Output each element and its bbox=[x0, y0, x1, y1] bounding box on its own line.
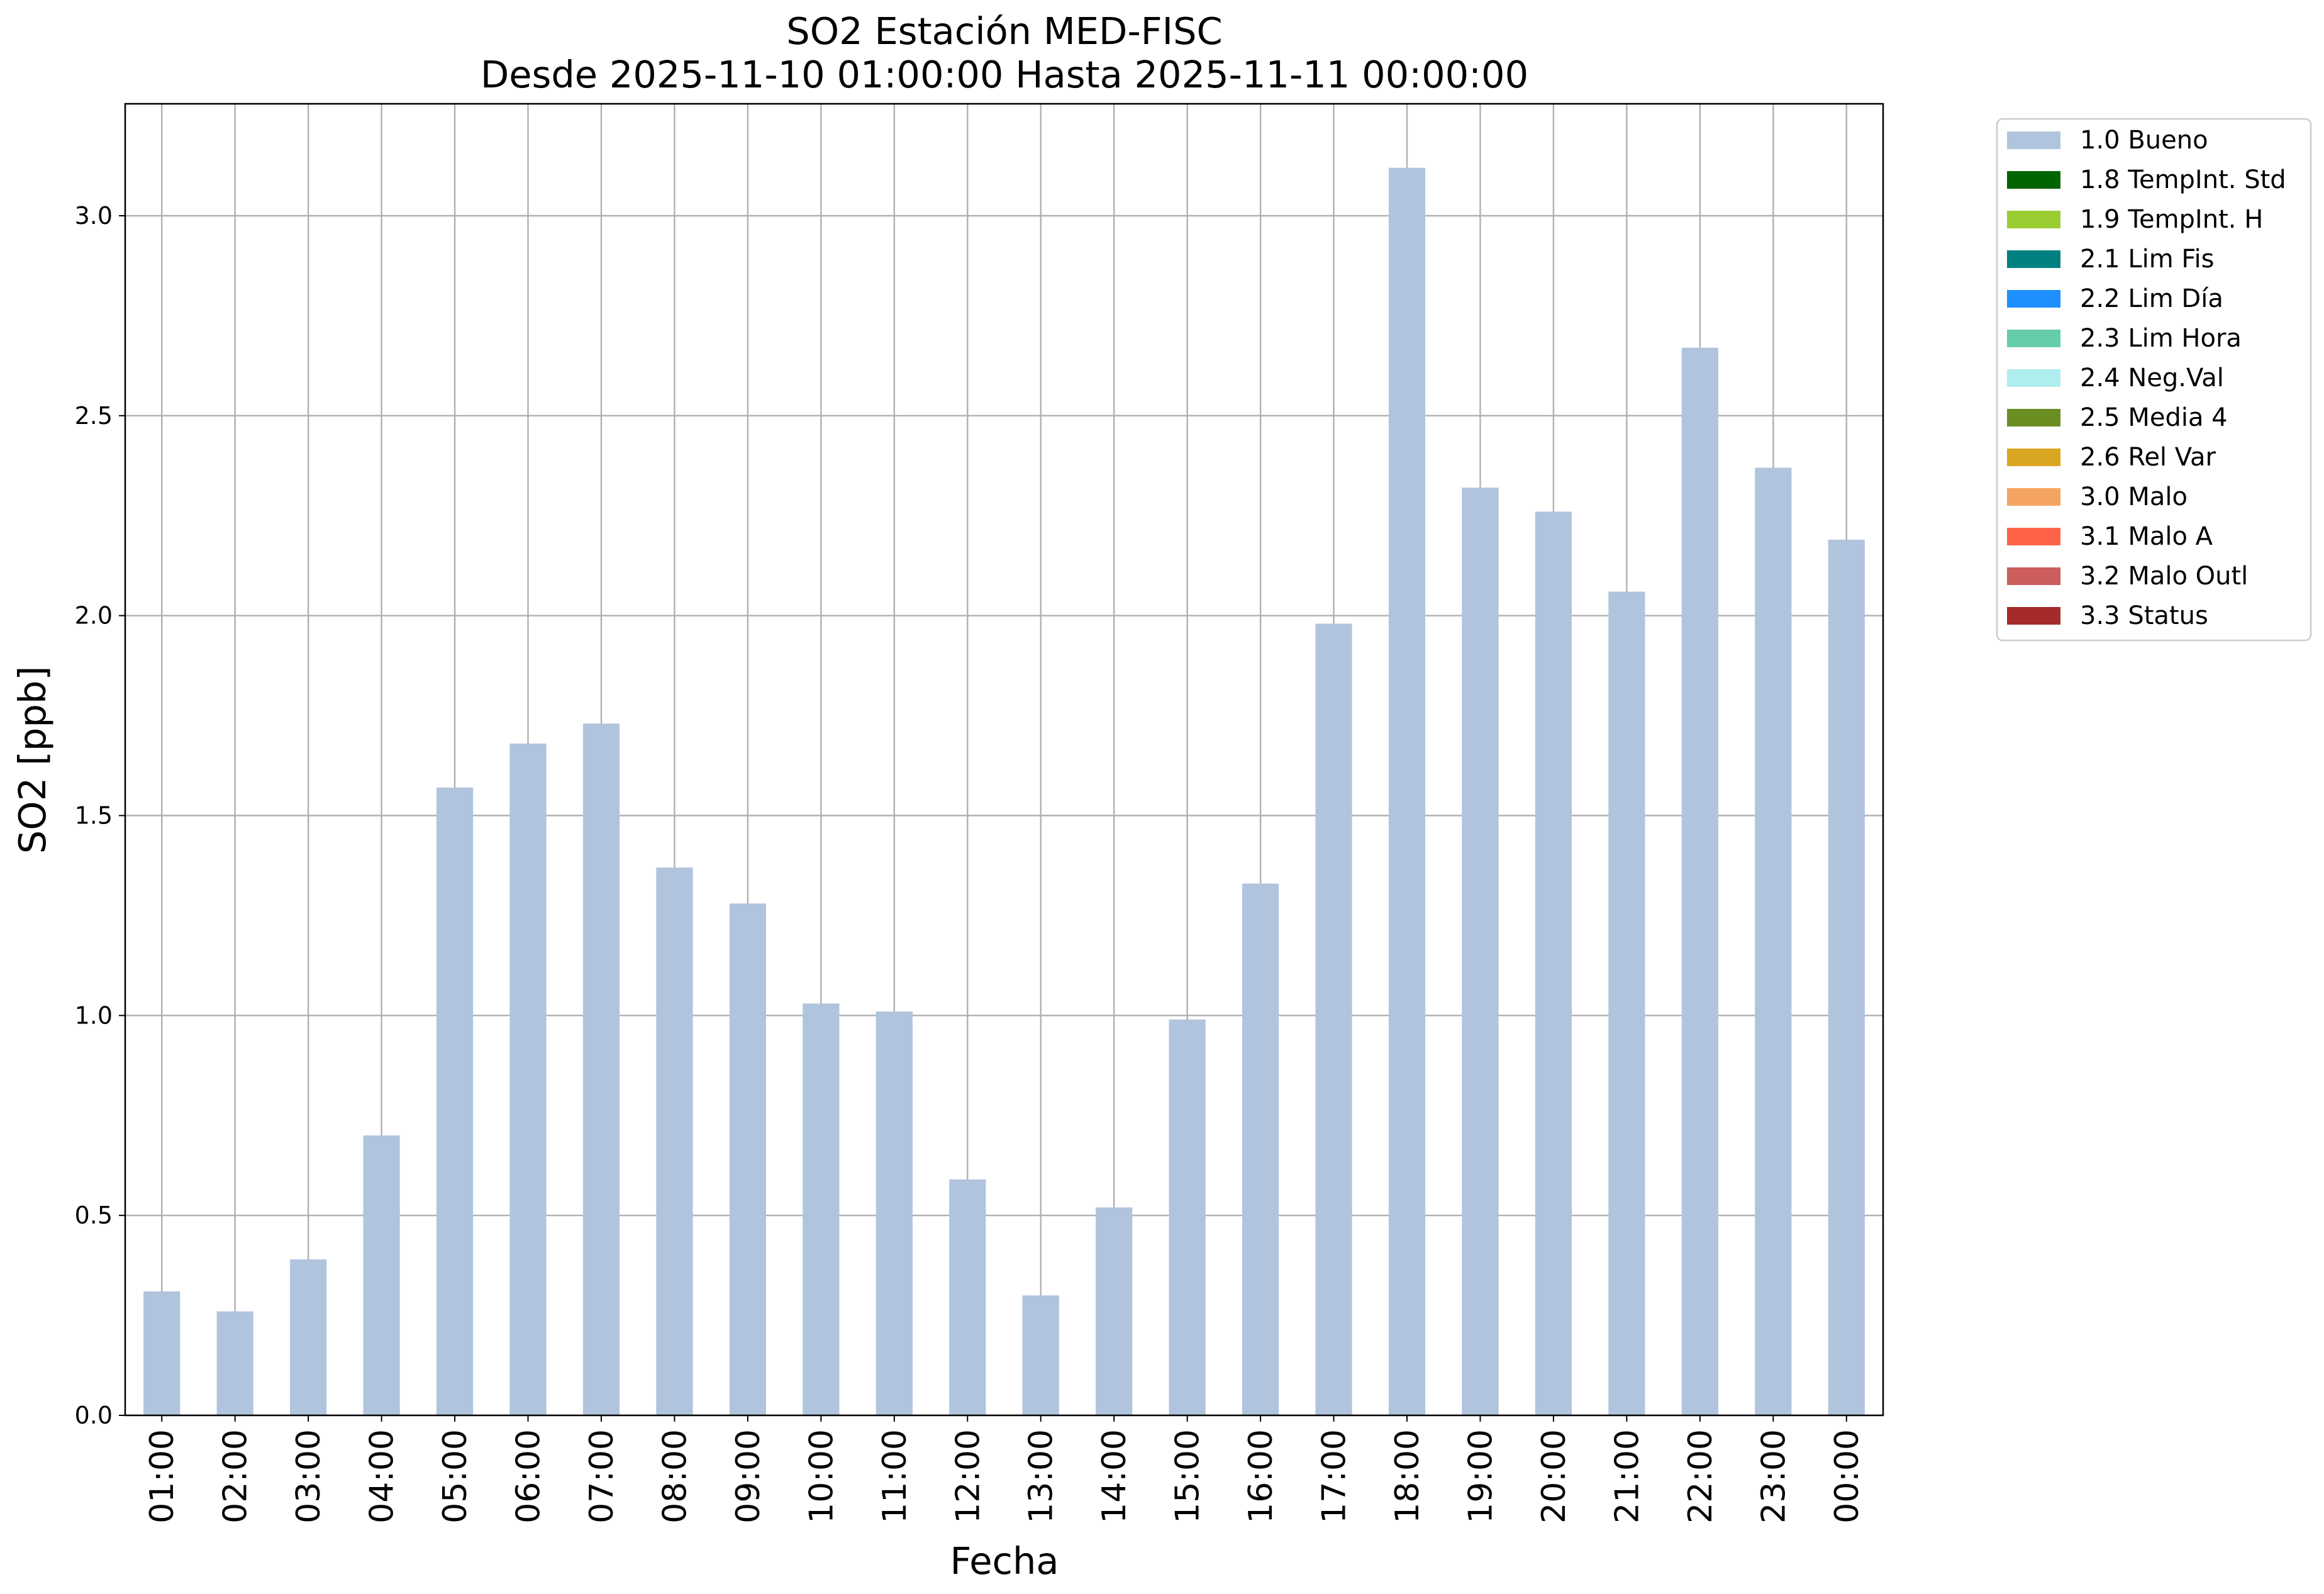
legend-swatch bbox=[2007, 131, 2060, 149]
bar bbox=[436, 787, 474, 1415]
legend-label: 2.5 Media 4 bbox=[2080, 403, 2228, 432]
x-tick-label: 13:00 bbox=[1023, 1429, 1060, 1524]
legend-label: 3.2 Malo Outl bbox=[2080, 562, 2248, 591]
legend-swatch bbox=[2007, 369, 2060, 387]
legend-swatch bbox=[2007, 211, 2060, 228]
x-tick-label: 17:00 bbox=[1316, 1429, 1354, 1524]
y-tick-label: 3.0 bbox=[75, 202, 113, 230]
legend-label: 3.1 Malo A bbox=[2080, 522, 2213, 551]
legend-label: 3.0 Malo bbox=[2080, 482, 2188, 511]
legend-swatch bbox=[2007, 330, 2060, 347]
x-tick-label: 18:00 bbox=[1389, 1429, 1426, 1524]
legend-swatch bbox=[2007, 171, 2060, 189]
bar bbox=[1315, 623, 1352, 1415]
x-tick-label: 03:00 bbox=[290, 1429, 328, 1524]
legend-label: 1.8 TempInt. Std bbox=[2080, 165, 2286, 194]
bar bbox=[1535, 511, 1572, 1415]
x-tick-label: 15:00 bbox=[1169, 1429, 1207, 1524]
chart-subtitle: Desde 2025-11-10 01:00:00 Hasta 2025-11-… bbox=[481, 53, 1528, 96]
bar bbox=[656, 867, 693, 1415]
bar bbox=[1096, 1207, 1133, 1415]
bar bbox=[1828, 539, 1865, 1415]
bar bbox=[1242, 883, 1279, 1415]
legend-swatch bbox=[2007, 607, 2060, 625]
plot-frame bbox=[124, 103, 1884, 1417]
bar bbox=[1022, 1295, 1059, 1415]
x-tick-label: 22:00 bbox=[1682, 1429, 1720, 1524]
x-tick-label: 02:00 bbox=[217, 1429, 255, 1524]
x-tick-label: 01:00 bbox=[143, 1429, 181, 1524]
legend-swatch bbox=[2007, 290, 2060, 308]
y-tick-label: 0.0 bbox=[75, 1402, 113, 1429]
x-tick-label: 08:00 bbox=[656, 1429, 694, 1524]
bar bbox=[729, 903, 767, 1415]
bar bbox=[216, 1311, 253, 1415]
bar bbox=[582, 723, 620, 1415]
x-tick-label: 10:00 bbox=[803, 1429, 840, 1524]
bar bbox=[1755, 467, 1792, 1415]
legend-swatch bbox=[2007, 449, 2060, 466]
legend-label: 2.4 Neg.Val bbox=[2080, 364, 2224, 393]
x-tick-label: 16:00 bbox=[1242, 1429, 1280, 1524]
y-tick-label: 0.5 bbox=[75, 1201, 113, 1229]
bar bbox=[949, 1179, 986, 1415]
bar bbox=[509, 744, 547, 1415]
legend-label: 3.3 Status bbox=[2080, 601, 2208, 630]
y-tick-label: 1.0 bbox=[75, 1001, 113, 1029]
x-tick-label: 21:00 bbox=[1608, 1429, 1646, 1524]
x-tick-label: 09:00 bbox=[730, 1429, 767, 1524]
bar bbox=[1169, 1019, 1206, 1415]
bar bbox=[876, 1011, 913, 1415]
x-tick-label: 11:00 bbox=[876, 1429, 914, 1524]
bar bbox=[363, 1135, 400, 1415]
legend-swatch bbox=[2007, 250, 2060, 268]
legend-label: 2.2 Lim Día bbox=[2080, 284, 2223, 313]
x-axis-label: Fecha bbox=[950, 1539, 1059, 1583]
legend-swatch bbox=[2007, 528, 2060, 545]
x-tick-label: 12:00 bbox=[949, 1429, 987, 1524]
x-tick-label: 00:00 bbox=[1828, 1429, 1866, 1524]
x-tick-label: 04:00 bbox=[364, 1429, 401, 1524]
y-tick-label: 1.5 bbox=[75, 801, 113, 829]
y-tick-label: 2.0 bbox=[75, 602, 113, 630]
x-tick-label: 20:00 bbox=[1535, 1429, 1573, 1524]
legend-label: 2.1 Lim Fis bbox=[2080, 245, 2214, 274]
legend-label: 1.0 Bueno bbox=[2080, 126, 2208, 155]
bar bbox=[1608, 591, 1645, 1415]
legend-box bbox=[1996, 118, 2312, 642]
legend-label: 1.9 TempInt. H bbox=[2080, 205, 2263, 234]
legend: 1.0 Bueno 1.8 TempInt. Std 1.9 TempInt. H 2… bbox=[1996, 118, 2312, 642]
legend-label: 2.3 Lim Hora bbox=[2080, 324, 2242, 353]
legend-swatch bbox=[2007, 488, 2060, 506]
bar bbox=[290, 1259, 327, 1415]
x-tick-label: 05:00 bbox=[436, 1429, 474, 1524]
bar bbox=[143, 1291, 181, 1415]
x-tick-label: 19:00 bbox=[1462, 1429, 1499, 1524]
y-axis-ticks: 0.0 0.5 1.0 1.5 2.0 2.5 3.0 bbox=[75, 202, 125, 1429]
x-tick-label: 06:00 bbox=[510, 1429, 548, 1524]
legend-swatch bbox=[2007, 567, 2060, 585]
bar bbox=[1681, 347, 1718, 1415]
bar bbox=[1462, 488, 1499, 1415]
y-tick-label: 2.5 bbox=[75, 402, 113, 430]
legend-label: 2.6 Rel Var bbox=[2080, 443, 2216, 472]
chart-title: SO2 Estación MED-FISC bbox=[786, 9, 1222, 53]
x-tick-label: 23:00 bbox=[1755, 1429, 1793, 1524]
bars bbox=[143, 167, 1865, 1416]
bar bbox=[803, 1003, 840, 1415]
legend-swatch bbox=[2007, 409, 2060, 426]
x-tick-label: 07:00 bbox=[583, 1429, 621, 1524]
x-axis-ticks: 01:00 02:00 03:00 04:00 05:00 06:00 07:00 08:00… bbox=[143, 1415, 1866, 1524]
x-tick-label: 14:00 bbox=[1096, 1429, 1133, 1524]
y-axis-label: SO2 [ppb] bbox=[11, 666, 54, 854]
bar bbox=[1388, 167, 1426, 1416]
